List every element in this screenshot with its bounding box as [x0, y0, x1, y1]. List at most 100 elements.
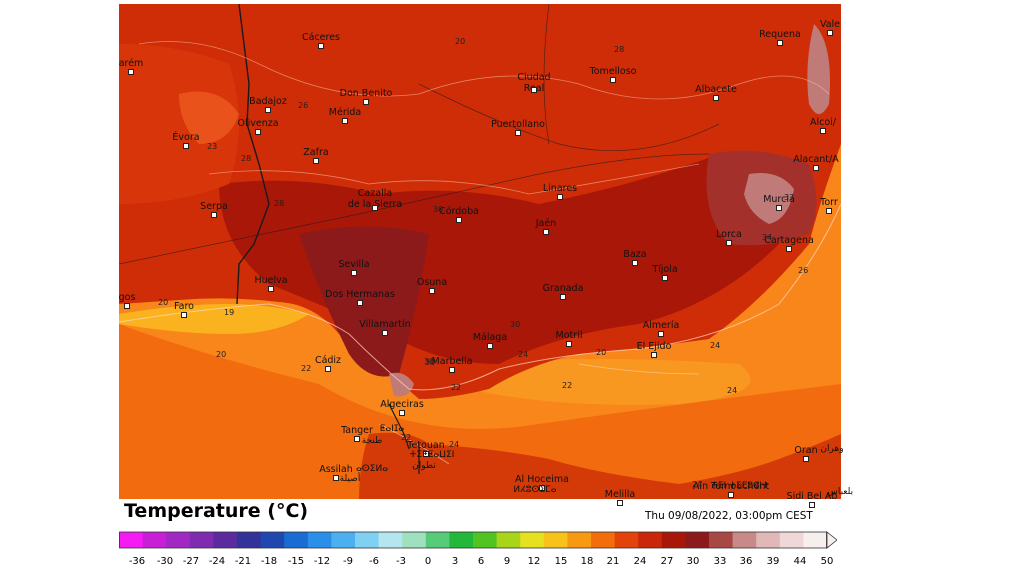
city-marker: [728, 492, 734, 498]
land-north-africa: [359, 432, 841, 499]
colorbar-tick-label: 50: [820, 556, 834, 567]
colorbar-segment: [803, 532, 828, 548]
local-script-label: ⵟⴰⵏⵊⴰ: [379, 424, 405, 434]
city-label: Dos Hermanas: [325, 289, 395, 300]
city-marker: [265, 107, 271, 113]
city-marker: [566, 341, 572, 347]
isotherm-value: 30: [433, 205, 444, 214]
colorbar-tick-label: 12: [527, 556, 541, 567]
city-label: Cáceres: [301, 32, 341, 43]
colorbar-segment: [307, 532, 332, 548]
colorbar-segment: [520, 532, 545, 548]
city-label: Olivenza: [237, 118, 279, 129]
local-script-label: ⵜⵉⵟⵟⴰⵡⵉⵏ: [409, 450, 455, 460]
city-marker: [539, 485, 545, 491]
isotherm-coast: [119, 203, 841, 391]
city-label: Córdoba: [439, 206, 479, 217]
colorbar-segment: [496, 532, 521, 548]
land-cadiz-pink: [389, 372, 414, 397]
city-label: Al Hoceima: [515, 474, 569, 485]
colorbar-segment: [591, 532, 616, 548]
colorbar-tick-label: 3: [451, 556, 459, 567]
city-marker: [826, 208, 832, 214]
city-marker: [610, 77, 616, 83]
isotherm-value: 28: [274, 199, 285, 208]
city-label: Serpa: [200, 201, 228, 212]
temperature-map[interactable]: [119, 4, 841, 499]
isotherm-value: 28: [241, 154, 252, 163]
land-hottest-guadalquivir: [299, 226, 429, 377]
city-marker: [713, 95, 719, 101]
local-script-label: بلعباس: [826, 487, 854, 497]
city-marker: [777, 40, 783, 46]
colorbar-tick-label: 30: [686, 556, 700, 567]
city-marker: [651, 352, 657, 358]
isotherm-value: 19: [224, 308, 235, 317]
city-marker: [318, 43, 324, 49]
timestamp: Thu 09/08/2022, 03:00pm CEST: [645, 510, 813, 522]
colorbar-segment: [732, 532, 757, 548]
colorbar-segment: [119, 532, 144, 548]
colorbar-segment: [614, 532, 639, 548]
border-portugal-spain: [236, 4, 270, 305]
isotherm-north: [138, 41, 830, 100]
city-label: Almería: [642, 320, 680, 331]
city-label: Tetouan: [407, 440, 445, 451]
city-marker: [354, 436, 360, 442]
colorbar-segment: [378, 532, 403, 548]
isotherm-value: 30: [510, 320, 521, 329]
colorbar-segment: [756, 532, 781, 548]
city-marker: [658, 331, 664, 337]
colorbar-tick-label: 6: [477, 556, 485, 567]
city-marker: [181, 312, 187, 318]
city-label: Alacant/A: [793, 154, 839, 165]
colorbar-tick-label: -27: [182, 556, 200, 567]
city-label: Jaén: [535, 218, 557, 229]
land-portugal-cool: [179, 91, 239, 144]
isotherm-value: 20: [455, 37, 466, 46]
colorbar-tick-label: -12: [313, 556, 331, 567]
city-marker: [372, 205, 378, 211]
isotherm-value: 22: [562, 381, 573, 390]
city-marker: [803, 456, 809, 462]
city-marker: [255, 129, 261, 135]
city-label: Zafra: [303, 147, 329, 158]
city-marker: [363, 99, 369, 105]
legend-title: Temperature (°C): [124, 500, 309, 522]
city-label: Alcoi/: [809, 117, 837, 128]
city-marker: [268, 286, 274, 292]
city-marker: [662, 275, 668, 281]
colorbar-tick-label: 44: [793, 556, 807, 567]
city-label: Tanger: [341, 425, 373, 436]
city-marker: [183, 143, 189, 149]
city-label: Huelva: [254, 275, 288, 286]
sea-cool-patch: [119, 304, 309, 334]
city-label: Cádiz: [314, 355, 342, 366]
isotherm-value: 20: [158, 298, 169, 307]
city-marker: [809, 502, 815, 508]
city-label: Marbella: [431, 356, 473, 367]
city-label: Sevilla: [338, 259, 370, 270]
city-label: Évora: [172, 132, 200, 143]
isotherm-value: 28: [614, 45, 625, 54]
city-marker: [543, 229, 549, 235]
city-label: Vale: [819, 19, 841, 30]
city-marker: [342, 118, 348, 124]
city-label: Baza: [623, 249, 647, 260]
colorbar-tick-label: 24: [633, 556, 647, 567]
isotherm-value: 24: [518, 350, 529, 359]
city-marker: [632, 260, 638, 266]
colorbar-tick-label: -24: [208, 556, 226, 567]
colorbar-segment: [709, 532, 734, 548]
city-marker: [487, 343, 493, 349]
city-label: Puertollano: [491, 119, 545, 130]
colorbar-tick-label: -6: [369, 556, 379, 567]
city-label: El Ejido: [636, 341, 672, 352]
isotherm-value: 23: [207, 142, 218, 151]
colorbar-tick-label: 0: [424, 556, 432, 567]
city-label: Melilla: [604, 489, 636, 500]
city-marker: [827, 30, 833, 36]
city-label: Requena: [759, 29, 801, 40]
city-label: Motril: [555, 330, 583, 341]
colorbar-tick-label: -9: [343, 556, 353, 567]
